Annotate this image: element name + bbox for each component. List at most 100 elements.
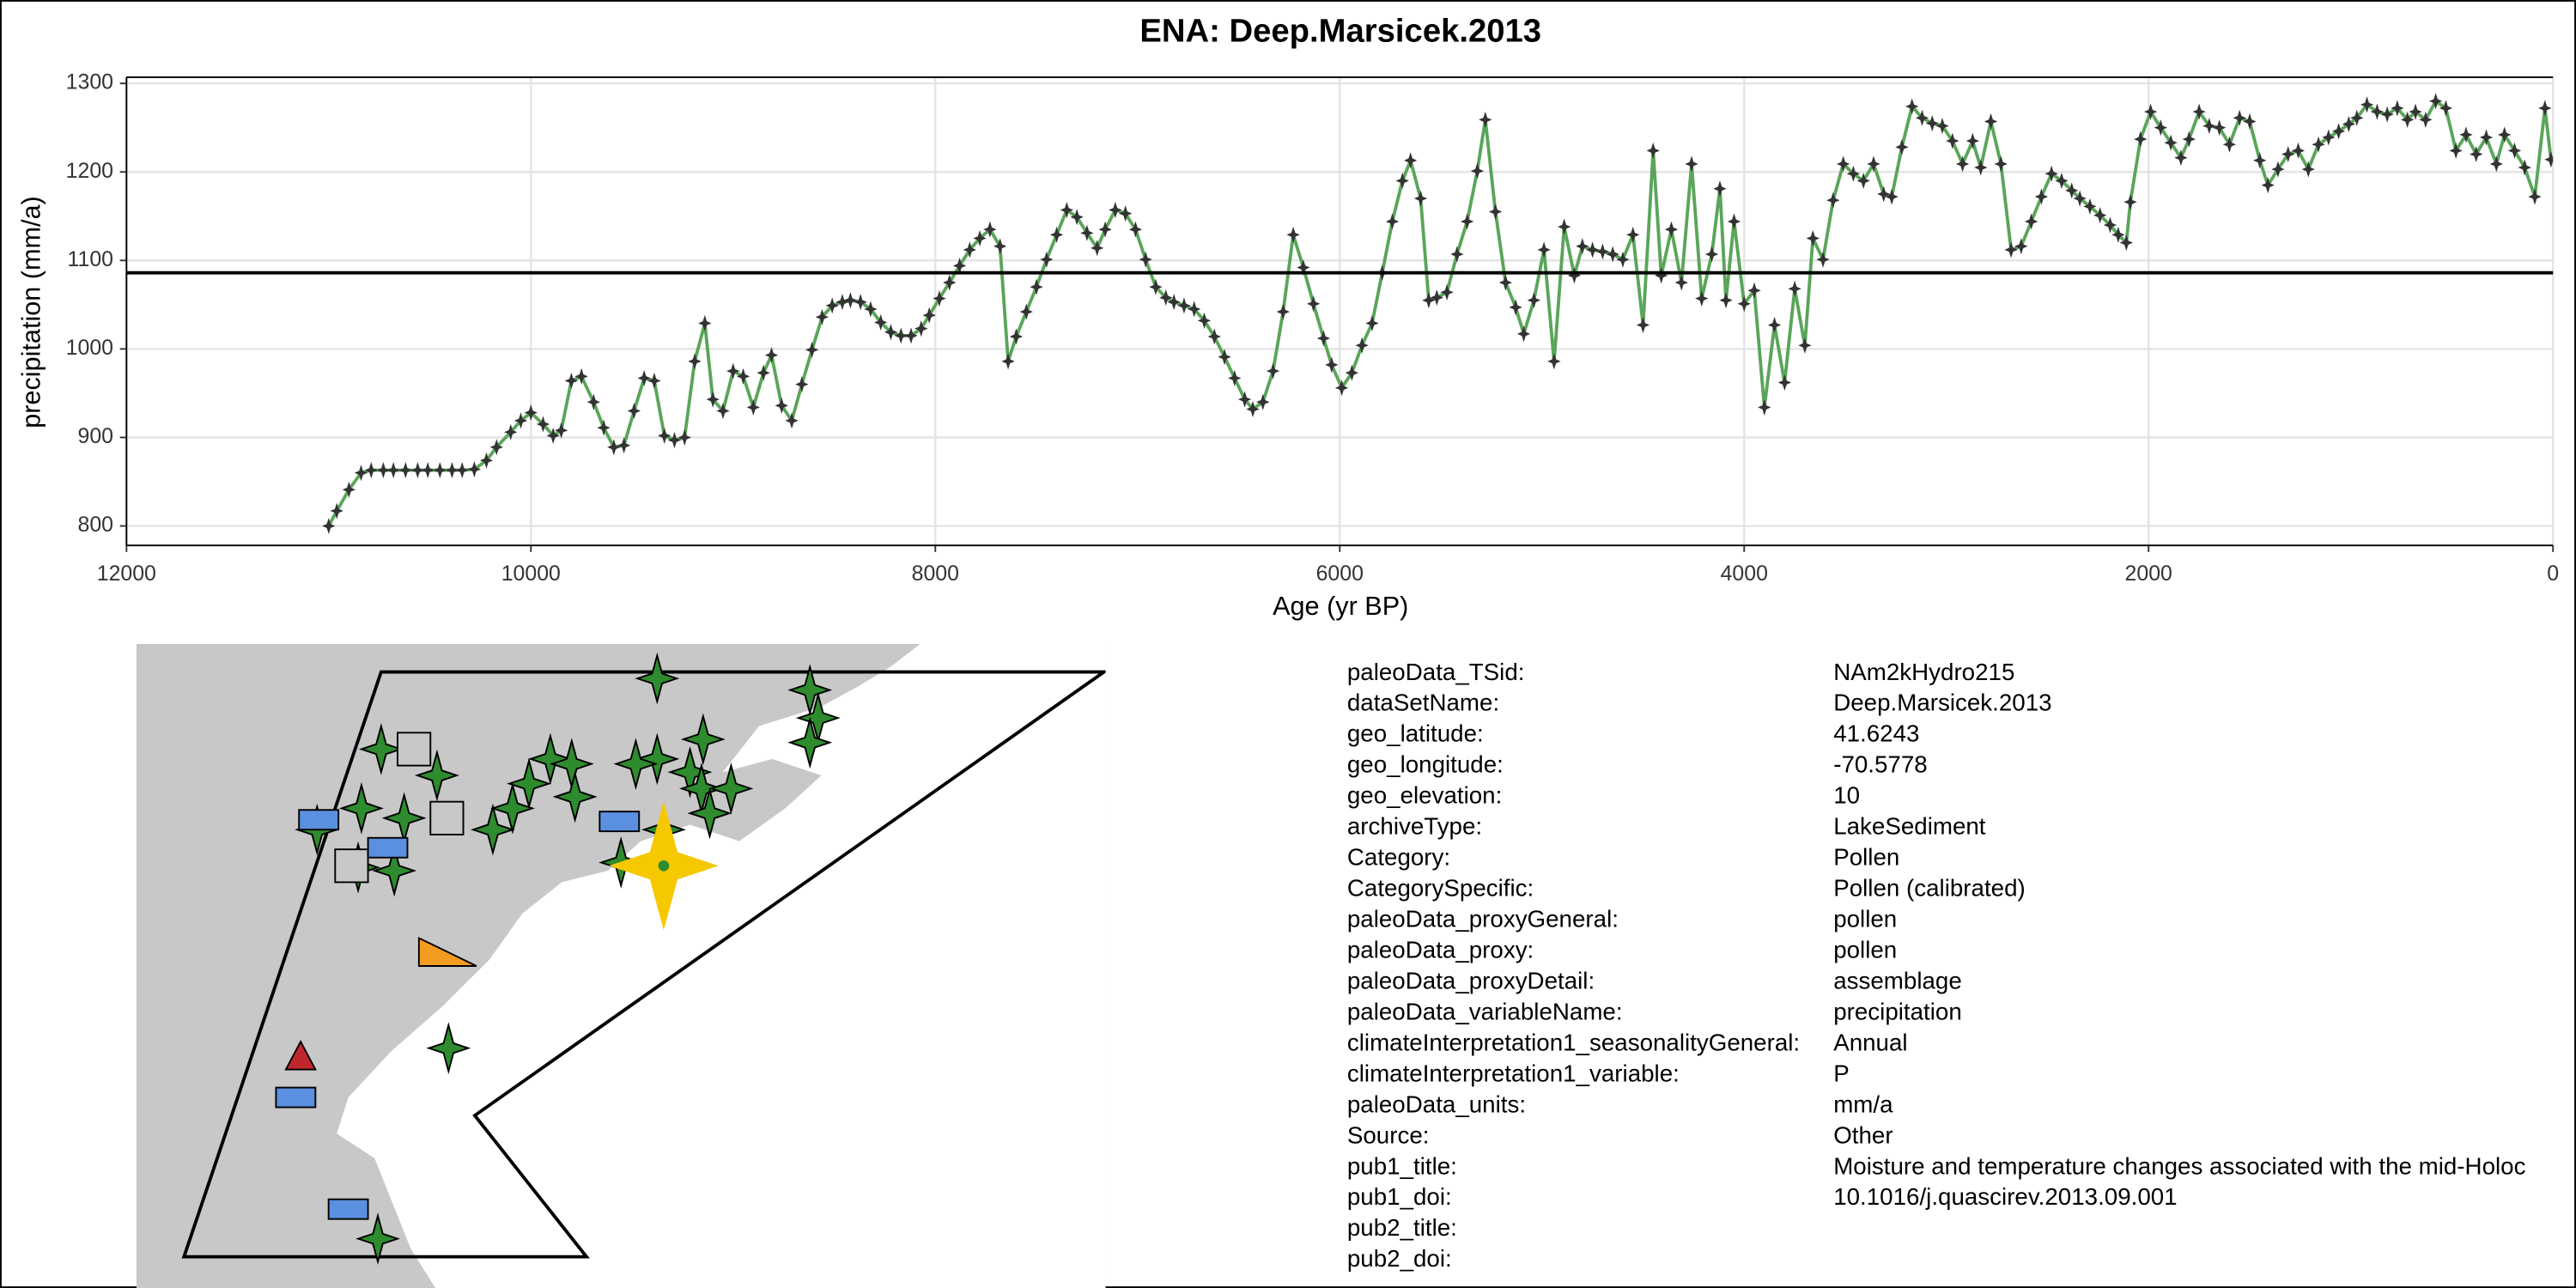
data-point (1685, 155, 1698, 173)
region-boundary (181, 670, 1106, 1259)
meta-key: paleoData_proxyDetail: (1347, 967, 1595, 993)
data-point (1316, 330, 1331, 347)
data-point (943, 274, 957, 291)
data-point (1246, 400, 1260, 418)
data-point (933, 290, 946, 307)
data-point (1385, 213, 1400, 230)
data-point (2370, 103, 2384, 120)
data-point (1430, 289, 1443, 307)
data-point (1925, 114, 1939, 132)
data-point (2004, 241, 2018, 258)
data-point (1727, 213, 1741, 230)
data-point (455, 462, 469, 479)
meta-key: paleoData_variableName: (1347, 998, 1623, 1024)
data-point (2093, 207, 2107, 224)
data-point (1479, 111, 1492, 128)
data-point (658, 427, 671, 444)
data-point (2073, 190, 2087, 207)
data-point (1237, 391, 1252, 408)
data-point (1098, 221, 1112, 238)
x-tick-label: 12000 (97, 562, 156, 586)
data-point (1719, 292, 1733, 309)
data-point (1334, 380, 1349, 397)
data-point (698, 314, 712, 332)
data-point (2103, 216, 2117, 234)
meta-key: archiveType: (1347, 813, 1482, 840)
data-point (2111, 226, 2125, 243)
data-point (1655, 267, 1668, 284)
data-point (1935, 118, 1949, 135)
data-point (1009, 328, 1024, 345)
meta-value: Deep.Marsicek.2013 (1833, 690, 2051, 716)
meta-value: 10 (1833, 782, 1860, 809)
data-point (2233, 109, 2246, 126)
data-point (795, 376, 809, 393)
data-point (2439, 100, 2453, 117)
x-tick-label: 6000 (1316, 562, 1364, 586)
data-point (2024, 213, 2038, 230)
data-point (677, 428, 691, 447)
data-point (2083, 197, 2097, 215)
data-point (1345, 364, 1359, 381)
data-point (952, 257, 967, 275)
data-point (2243, 112, 2257, 131)
meta-value: 10.1016/j.quascirev.2013.09.001 (1833, 1183, 2177, 1210)
data-point (597, 419, 611, 436)
meta-key: geo_longitude: (1347, 751, 1504, 778)
data-point (504, 423, 518, 440)
map (136, 644, 1106, 1288)
data-point (1488, 204, 1503, 221)
data-point (627, 402, 641, 420)
data-point (1885, 188, 1899, 205)
data-point (1128, 221, 1143, 238)
data-point (330, 502, 343, 519)
data-point (1404, 152, 1418, 169)
data-point (2449, 142, 2463, 160)
data-point (1167, 294, 1181, 311)
data-point (2380, 106, 2394, 123)
y-tick-label: 1100 (68, 247, 113, 271)
data-point (1674, 274, 1688, 291)
meta-value: Moisture and temperature changes associa… (1833, 1152, 2525, 1179)
data-point (2342, 115, 2356, 133)
data-point (564, 372, 579, 390)
data-point (410, 462, 425, 479)
data-point (479, 452, 494, 469)
data-point (513, 412, 528, 429)
data-point (1636, 316, 1650, 334)
data-point (1713, 180, 1727, 197)
meta-value: assemblage (1833, 967, 1962, 993)
data-point (2291, 142, 2306, 160)
data-point (1297, 258, 1310, 276)
data-point (2312, 136, 2325, 153)
data-point (1895, 138, 1909, 155)
meta-key: CategorySpecific: (1347, 875, 1534, 902)
data-point (2044, 165, 2058, 182)
data-point (2134, 131, 2148, 148)
data-point (1325, 356, 1339, 374)
x-tick-label: 2000 (2125, 562, 2172, 586)
data-point (1576, 238, 1589, 255)
x-tick-label: 10000 (501, 562, 561, 586)
data-point (1440, 283, 1454, 301)
data-point (1509, 299, 1522, 316)
data-point (1080, 224, 1094, 241)
data-point (805, 341, 819, 358)
data-point (1965, 132, 1980, 149)
data-point (1826, 191, 1840, 209)
data-point (993, 238, 1007, 255)
data-point (874, 313, 888, 331)
data-point (1798, 337, 1812, 354)
data-point (2253, 152, 2267, 169)
meta-value: NAm2kHydro215 (1833, 659, 2014, 685)
data-point (914, 320, 928, 337)
data-point (2213, 119, 2227, 137)
data-point (421, 462, 434, 479)
data-point (736, 368, 750, 385)
data-point (1109, 201, 1122, 219)
data-point (1626, 226, 1640, 243)
data-point (1030, 278, 1043, 295)
meta-key: Source: (1347, 1121, 1430, 1148)
data-point (1946, 132, 1959, 149)
